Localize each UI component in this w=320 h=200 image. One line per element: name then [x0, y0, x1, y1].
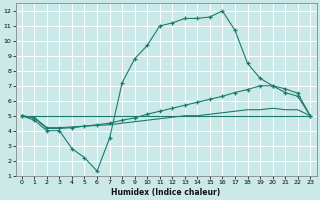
X-axis label: Humidex (Indice chaleur): Humidex (Indice chaleur): [111, 188, 221, 197]
